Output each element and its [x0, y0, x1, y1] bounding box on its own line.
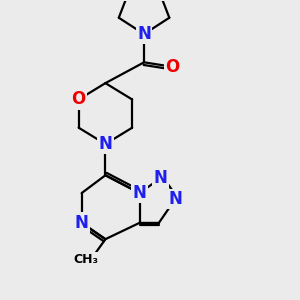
Text: N: N: [154, 169, 167, 187]
Text: N: N: [98, 135, 112, 153]
Text: N: N: [133, 184, 146, 202]
Text: O: O: [165, 58, 179, 76]
Text: CH₃: CH₃: [74, 254, 99, 266]
Text: N: N: [168, 190, 182, 208]
Text: N: N: [137, 25, 151, 43]
Text: N: N: [75, 214, 88, 232]
Text: O: O: [71, 91, 86, 109]
